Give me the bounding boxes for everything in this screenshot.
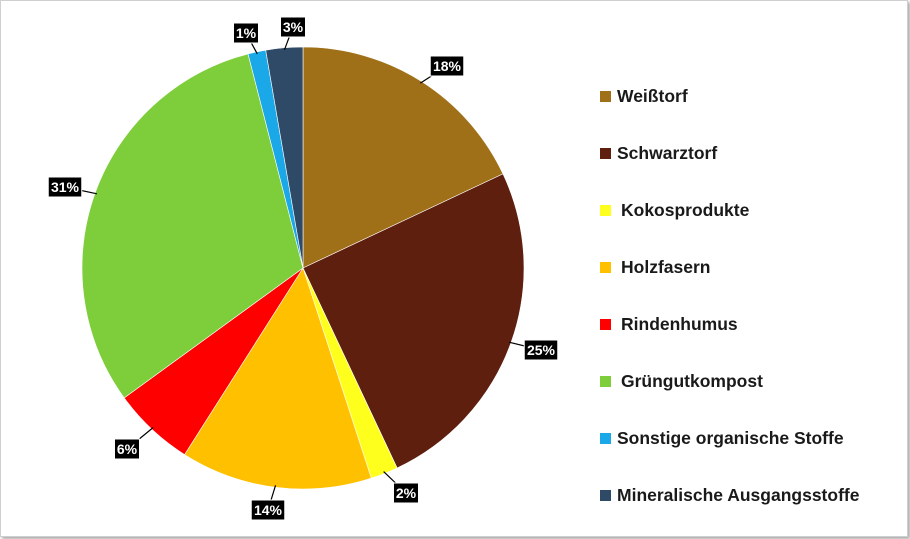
legend-swatch [600, 262, 611, 273]
data-label-box [393, 482, 419, 504]
data-label-text: 31% [51, 179, 80, 195]
data-label-text: 3% [283, 19, 304, 35]
legend-item-weisstorf: Weißtorf [600, 68, 900, 125]
data-label-1: 18% [429, 55, 465, 77]
data-label-7: 1% [233, 22, 259, 44]
data-label-5: 6% [114, 438, 140, 460]
legend-item-schwarztorf: Schwarztorf [600, 125, 900, 182]
data-label-box [233, 22, 259, 44]
data-label-text: 2% [396, 485, 417, 501]
data-label-text: 6% [117, 441, 138, 457]
data-label-box [114, 438, 140, 460]
pie-slice-8 [265, 46, 304, 269]
legend-label: Kokosprodukte [621, 200, 750, 220]
data-label-box [429, 55, 465, 77]
data-label-4: 14% [250, 499, 286, 521]
data-label-3: 2% [393, 482, 419, 504]
data-labels: 18% 25% 2% 14% 6% 31% 1% 3% [47, 16, 559, 521]
legend-label: Weißtorf [617, 86, 688, 106]
data-label-2: 25% [523, 339, 559, 361]
data-label-box [47, 176, 83, 198]
legend-label: Rindenhumus [621, 314, 738, 334]
pie-slices [81, 46, 525, 490]
legend-item-mineralische-ausgangsstoffe: Mineralische Ausgangsstoffe [600, 467, 900, 524]
data-label-text: 25% [527, 342, 556, 358]
legend-swatch [600, 433, 611, 444]
legend-swatch [600, 376, 611, 387]
data-label-6: 31% [47, 176, 83, 198]
data-label-text: 18% [433, 58, 462, 74]
legend-swatch [600, 91, 611, 102]
legend-label: Sonstige organische Stoffe [617, 428, 844, 448]
legend-label: Holzfasern [621, 257, 711, 277]
legend: Weißtorf Schwarztorf Kokosprodukte Holzf… [600, 68, 900, 524]
data-label-box [250, 499, 286, 521]
data-label-text: 1% [236, 25, 257, 41]
data-label-text: 14% [254, 502, 283, 518]
data-label-box [280, 16, 306, 38]
legend-swatch [600, 148, 611, 159]
legend-swatch [600, 319, 611, 330]
legend-swatch [600, 205, 611, 216]
legend-item-gruengutkompost: Grüngutkompost [600, 353, 900, 410]
legend-label: Schwarztorf [617, 143, 718, 163]
legend-label: Mineralische Ausgangsstoffe [617, 485, 860, 505]
data-label-8: 3% [280, 16, 306, 38]
legend-label: Grüngutkompost [621, 371, 763, 391]
legend-item-kokosprodukte: Kokosprodukte [600, 182, 900, 239]
legend-item-holzfasern: Holzfasern [600, 239, 900, 296]
pie-slice-1 [302, 46, 504, 269]
legend-item-rindenhumus: Rindenhumus [600, 296, 900, 353]
data-label-box [523, 339, 559, 361]
legend-item-sonstige-organische-stoffe: Sonstige organische Stoffe [600, 410, 900, 467]
legend-swatch [600, 490, 611, 501]
